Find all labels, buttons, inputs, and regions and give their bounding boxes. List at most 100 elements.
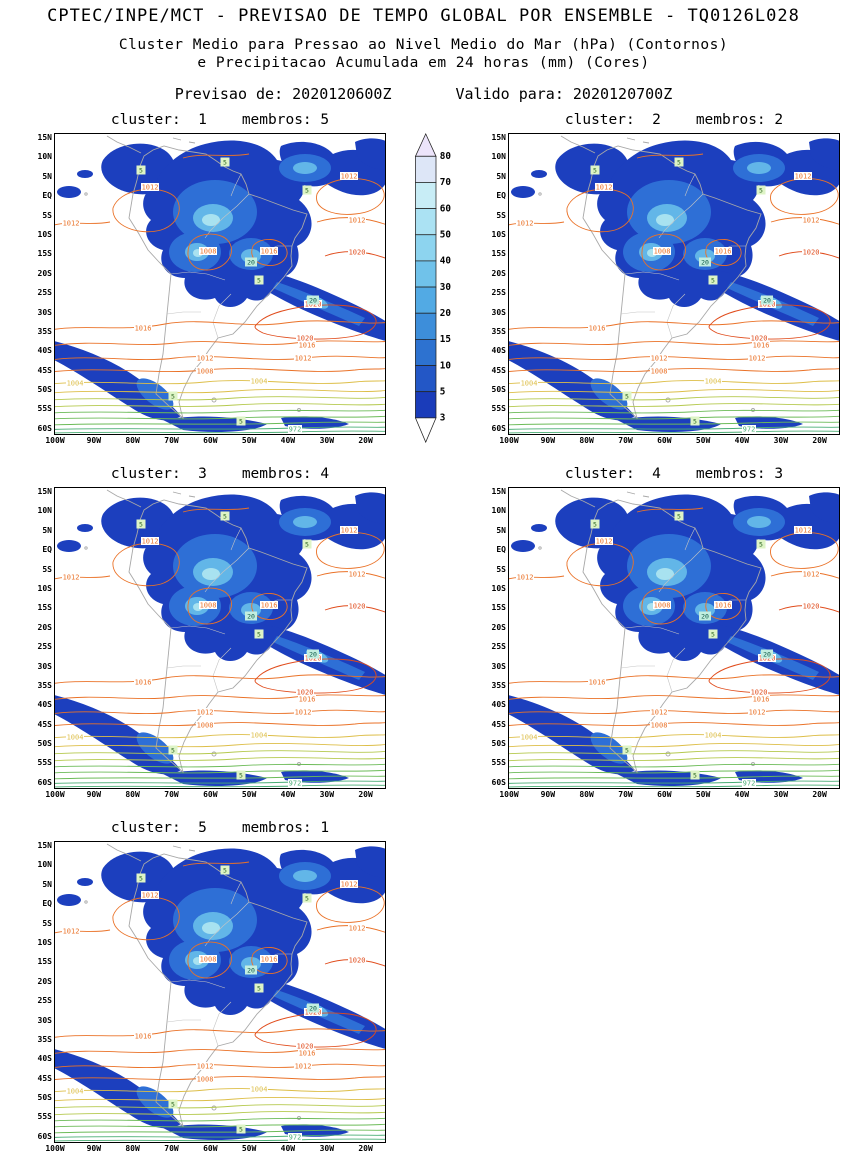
header: CPTEC/INPE/MCT - PREVISAO DE TEMPO GLOBA… bbox=[0, 0, 847, 103]
lat-tick-label: 50S bbox=[37, 1093, 52, 1103]
panel-title-3: cluster: 3 membros: 4 bbox=[110, 466, 330, 482]
lat-tick-label: 35S bbox=[491, 326, 506, 336]
lat-tick-label: 40S bbox=[491, 700, 506, 710]
lat-tick-label: 10S bbox=[37, 583, 52, 593]
lat-tick-label: 45S bbox=[37, 365, 52, 375]
map-frame-3 bbox=[54, 487, 386, 789]
lat-tick-label: 15S bbox=[37, 603, 52, 613]
lon-tick-label: 30W bbox=[773, 790, 789, 799]
panel-title-5: cluster: 5 membros: 1 bbox=[110, 820, 330, 836]
lon-tick-label: 50W bbox=[241, 436, 257, 445]
lat-tick-label: 25S bbox=[37, 288, 52, 298]
lon-tick-label: 90W bbox=[540, 790, 556, 799]
lat-tick-label: 15N bbox=[37, 487, 52, 496]
lat-tick-label: 15N bbox=[491, 133, 506, 142]
lat-tick-label: 55S bbox=[491, 404, 506, 414]
lat-tick-label: 30S bbox=[37, 1015, 52, 1025]
lon-tick-label: 20W bbox=[358, 436, 373, 445]
longitude-axis: 100W 90W 80W 70W 60W 50W 40W 30W 20W bbox=[45, 1143, 385, 1156]
longitude-axis: 100W 90W 80W 70W 60W 50W 40W 30W 20W bbox=[45, 435, 385, 448]
lat-tick-label: EQ bbox=[496, 545, 506, 555]
lon-tick-label: 60W bbox=[203, 790, 218, 799]
precipitation-colorbar: 80 70 60 50 40 30 20 15 10 5 3 bbox=[414, 132, 452, 444]
lon-tick-label: 20W bbox=[358, 1144, 373, 1153]
lat-tick-label: 35S bbox=[37, 680, 52, 690]
lat-tick-label: 30S bbox=[37, 661, 52, 671]
lon-tick-label: 40W bbox=[734, 436, 750, 445]
svg-text:15: 15 bbox=[440, 334, 451, 345]
lat-tick-label: 5N bbox=[496, 525, 506, 535]
lon-tick-label: 100W bbox=[499, 790, 519, 799]
lat-tick-label: 60S bbox=[37, 1131, 52, 1141]
lon-tick-label: 50W bbox=[241, 790, 257, 799]
svg-text:10: 10 bbox=[440, 360, 452, 371]
lat-tick-label: 20S bbox=[37, 268, 52, 278]
lat-tick-label: 5S bbox=[496, 564, 506, 574]
lon-tick-label: 30W bbox=[319, 436, 335, 445]
cluster-panel-2: cluster: 2 membros: 2 15N 10N 5N EQ 5S 10S 15S… bbox=[484, 112, 842, 448]
lon-tick-label: 70W bbox=[164, 436, 179, 445]
lon-tick-label: 30W bbox=[773, 436, 789, 445]
lat-tick-label: 10N bbox=[37, 152, 52, 162]
lat-tick-label: 60S bbox=[491, 423, 506, 433]
svg-text:60: 60 bbox=[440, 203, 452, 214]
lat-tick-label: 5N bbox=[42, 171, 52, 181]
lat-tick-label: 30S bbox=[491, 307, 506, 317]
pressure-precip-map-5 bbox=[55, 843, 385, 1142]
lat-tick-label: 45S bbox=[37, 719, 52, 729]
lon-tick-label: 20W bbox=[358, 790, 373, 799]
latitude-axis: 15N 10N 5N EQ 5S 10S 15S 20S 25S 30S 35S 40S 45S 50S 5… bbox=[484, 133, 508, 433]
lat-tick-label: 40S bbox=[37, 346, 52, 356]
lat-tick-label: 40S bbox=[491, 346, 506, 356]
lat-tick-label: 10S bbox=[491, 583, 506, 593]
lat-tick-label: 10S bbox=[37, 229, 52, 239]
forecast-times: Previsao de: 2020120600Z Valido para: 20… bbox=[0, 85, 847, 103]
lat-tick-label: 40S bbox=[37, 1054, 52, 1064]
lat-tick-label: 10S bbox=[491, 229, 506, 239]
lon-tick-label: 100W bbox=[45, 1144, 65, 1153]
lat-tick-label: 20S bbox=[37, 622, 52, 632]
svg-text:50: 50 bbox=[440, 230, 452, 241]
lon-tick-label: 20W bbox=[812, 790, 827, 799]
lat-tick-label: 10N bbox=[37, 860, 52, 870]
longitude-axis: 100W 90W 80W 70W 60W 50W 40W 30W 20W bbox=[499, 435, 839, 448]
lon-tick-label: 80W bbox=[125, 790, 140, 799]
forecast-valid-time: Valido para: 2020120700Z bbox=[455, 85, 673, 103]
lon-tick-label: 70W bbox=[618, 790, 633, 799]
latitude-axis: 15N 10N 5N EQ 5S 10S 15S 20S 25S 30S 35S 40S 45S 50S 5… bbox=[484, 487, 508, 787]
panel-title-2: cluster: 2 membros: 2 bbox=[564, 112, 784, 128]
longitude-axis: 100W 90W 80W 70W 60W 50W 40W 30W 20W bbox=[45, 789, 385, 802]
colorbar-labels: 80 70 60 50 40 30 20 15 10 5 3 bbox=[440, 151, 452, 424]
lat-tick-label: 55S bbox=[37, 1112, 52, 1122]
lat-tick-label: 5S bbox=[42, 918, 52, 928]
lat-tick-label: 55S bbox=[37, 404, 52, 414]
lat-tick-label: 5N bbox=[496, 171, 506, 181]
subtitle-line-1: Cluster Medio para Pressao ao Nivel Medi… bbox=[118, 37, 729, 53]
lat-tick-label: EQ bbox=[42, 191, 52, 201]
lat-tick-label: 45S bbox=[37, 1073, 52, 1083]
lat-tick-label: 15N bbox=[491, 487, 506, 496]
lon-tick-label: 90W bbox=[540, 436, 556, 445]
lat-tick-label: 40S bbox=[37, 700, 52, 710]
forecast-init-time: Previsao de: 2020120600Z bbox=[174, 85, 392, 103]
lon-tick-label: 50W bbox=[695, 790, 711, 799]
lon-tick-label: 20W bbox=[812, 436, 827, 445]
lat-tick-label: 50S bbox=[37, 385, 52, 395]
lon-tick-label: 40W bbox=[734, 790, 750, 799]
lat-tick-label: 60S bbox=[37, 423, 52, 433]
lat-tick-label: 30S bbox=[37, 307, 52, 317]
subtitle-line-2: e Precipitacao Acumulada em 24 horas (mm… bbox=[197, 55, 650, 71]
lat-tick-label: 15S bbox=[37, 957, 52, 967]
lon-tick-label: 30W bbox=[319, 790, 335, 799]
lat-tick-label: 10S bbox=[37, 937, 52, 947]
pressure-precip-map-3 bbox=[55, 489, 385, 788]
lat-tick-label: 20S bbox=[491, 268, 506, 278]
lat-tick-label: 35S bbox=[37, 326, 52, 336]
lon-tick-label: 50W bbox=[695, 436, 711, 445]
lon-tick-label: 100W bbox=[499, 436, 519, 445]
lon-tick-label: 50W bbox=[241, 1144, 257, 1153]
lat-tick-label: 5S bbox=[496, 210, 506, 220]
lat-tick-label: 15N bbox=[37, 841, 52, 850]
pressure-precip-map-2 bbox=[509, 135, 839, 434]
page-title: CPTEC/INPE/MCT - PREVISAO DE TEMPO GLOBA… bbox=[47, 6, 800, 26]
